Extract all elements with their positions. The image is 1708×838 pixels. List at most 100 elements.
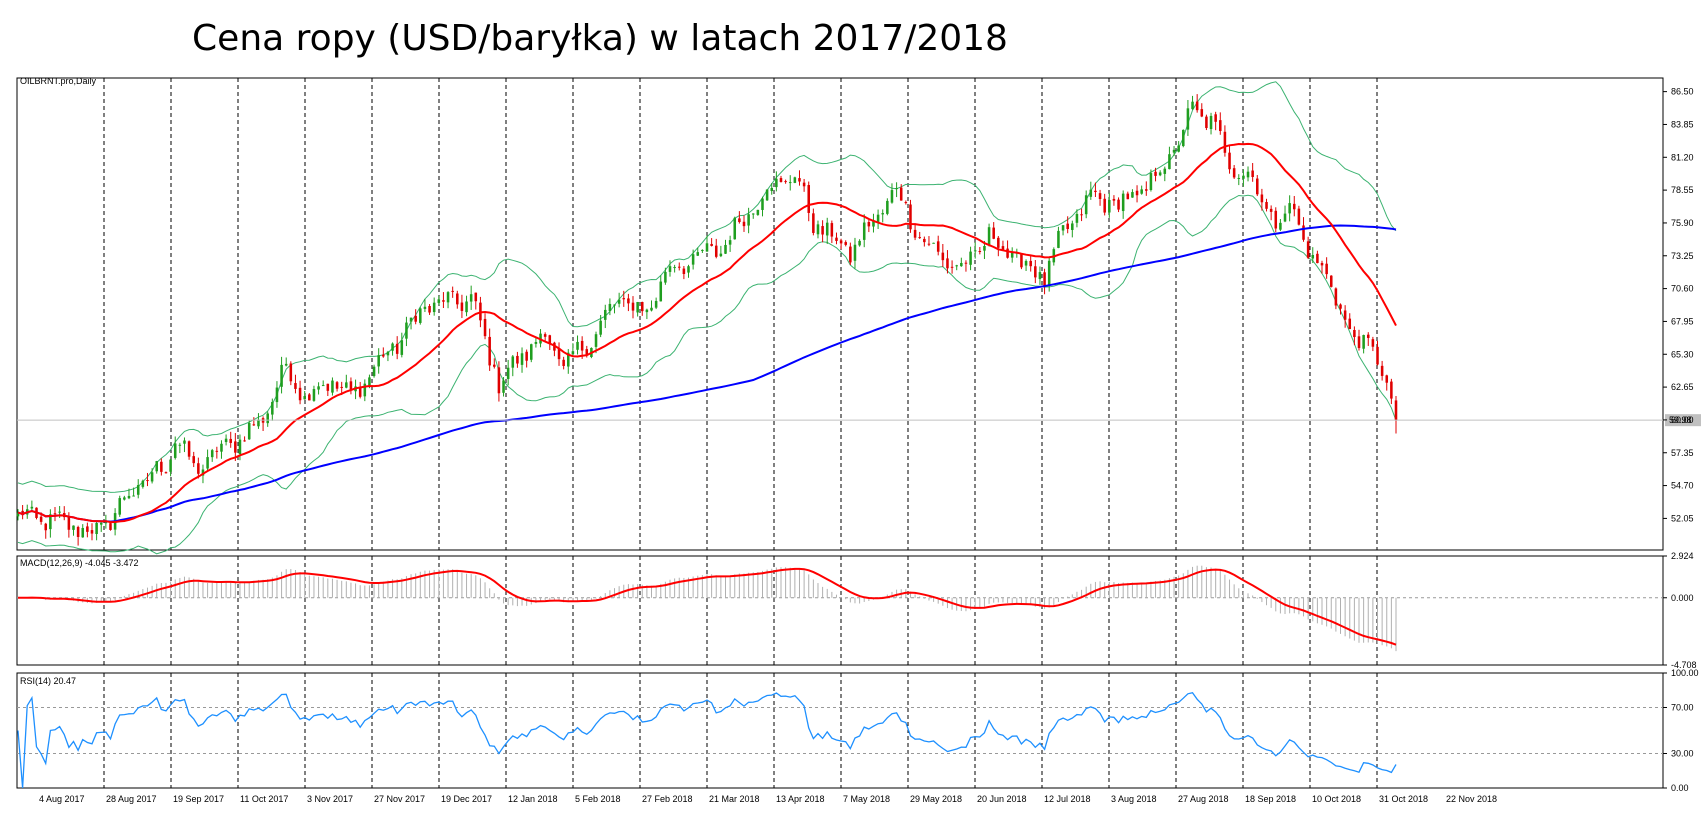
candle-body xyxy=(714,245,718,257)
candle-body xyxy=(49,514,52,530)
candle-body xyxy=(284,363,288,366)
candle-body xyxy=(210,450,214,458)
candle-body xyxy=(886,200,889,214)
moving-averages: 59.98 xyxy=(17,142,1701,524)
candle-body xyxy=(1251,170,1254,177)
candle-body xyxy=(844,242,847,245)
candle-body xyxy=(1246,171,1250,178)
candle-body xyxy=(816,224,820,235)
candle-body xyxy=(1034,266,1037,278)
candle-body xyxy=(1117,199,1120,210)
candle-body xyxy=(104,522,108,524)
candle-body xyxy=(150,472,154,482)
macd-signal-line xyxy=(18,567,1397,646)
candle-body xyxy=(321,385,325,387)
candle-body xyxy=(1145,189,1148,191)
candle-body xyxy=(1288,203,1291,214)
candle-body xyxy=(798,178,801,182)
x-tick-label: 11 Oct 2017 xyxy=(240,794,288,804)
candle-body xyxy=(118,498,122,515)
candle-body xyxy=(446,292,450,303)
candle-body xyxy=(382,354,385,357)
candle-body xyxy=(812,213,815,233)
candle-body xyxy=(469,294,473,302)
candle-body xyxy=(1343,310,1347,320)
candle-body xyxy=(1010,252,1014,258)
candle-body xyxy=(488,336,491,366)
candle-body xyxy=(1357,336,1361,349)
candle-body xyxy=(978,251,982,253)
candle-body xyxy=(955,265,958,267)
candle-body xyxy=(395,343,399,354)
y-tick-label: 0.000 xyxy=(1671,593,1694,603)
candle-body xyxy=(932,242,935,244)
candle-body xyxy=(160,461,163,472)
candle-body xyxy=(1209,115,1213,130)
candle-body xyxy=(1205,116,1208,129)
candle-body xyxy=(608,303,612,311)
candle-body xyxy=(1071,223,1074,230)
candle-body xyxy=(1075,213,1079,223)
candle-body xyxy=(1080,214,1083,216)
y-tick-label: 62.65 xyxy=(1671,382,1694,392)
candle-body xyxy=(1362,335,1365,349)
candle-body xyxy=(548,335,552,344)
candle-body xyxy=(271,401,274,415)
candle-body xyxy=(419,308,422,323)
candle-body xyxy=(923,238,926,243)
y-tick-label: 100.00 xyxy=(1671,668,1699,678)
candle-body xyxy=(238,439,242,455)
candle-body xyxy=(234,441,237,453)
candle-body xyxy=(1103,198,1106,213)
candle-body xyxy=(456,293,459,305)
candle-body xyxy=(1260,194,1264,203)
candle-body xyxy=(358,387,362,397)
candle-body xyxy=(983,245,986,251)
candle-body xyxy=(1242,175,1245,179)
candle-body xyxy=(516,355,519,364)
candle-body xyxy=(1149,173,1153,190)
candle-body xyxy=(312,389,316,401)
candle-body xyxy=(1108,200,1111,213)
candle-body xyxy=(830,223,834,237)
panel-frames xyxy=(16,77,1664,789)
candle-body xyxy=(682,268,686,275)
candle-body xyxy=(1121,193,1125,212)
x-tick-label: 12 Jul 2018 xyxy=(1044,794,1091,804)
candle-body xyxy=(141,480,145,487)
candle-body xyxy=(1029,260,1032,267)
y-tick-label: 52.05 xyxy=(1671,513,1694,523)
candle-body xyxy=(895,188,898,190)
candle-body xyxy=(1191,101,1194,110)
rsi-panel-content xyxy=(17,691,1397,789)
candle-body xyxy=(687,266,690,273)
candle-body xyxy=(400,340,404,355)
x-tick-label: 27 Nov 2017 xyxy=(374,794,425,804)
candle-body xyxy=(1306,241,1310,258)
candle-body xyxy=(617,299,621,304)
y-tick-label: 54.70 xyxy=(1671,481,1694,491)
candle-body xyxy=(511,356,515,368)
x-tick-label: 29 May 2018 xyxy=(910,794,962,804)
candle-body xyxy=(543,334,547,337)
y-tick-label: 60.00 xyxy=(1671,415,1694,425)
y-tick-label: 2.924 xyxy=(1671,551,1694,561)
candle-body xyxy=(437,299,441,303)
candle-body xyxy=(913,229,917,238)
x-tick-label: 28 Aug 2017 xyxy=(106,794,157,804)
candle-body xyxy=(90,530,94,534)
x-tick-label: 18 Sep 2018 xyxy=(1245,794,1296,804)
candle-body xyxy=(289,363,293,382)
macd-panel-content xyxy=(18,565,1397,652)
candle-body xyxy=(997,237,1000,248)
candle-body xyxy=(580,340,584,351)
candle-body xyxy=(169,459,172,472)
candle-body xyxy=(109,523,112,530)
y-tick-label: 67.95 xyxy=(1671,316,1694,326)
candle-body xyxy=(72,525,75,530)
candle-body xyxy=(1195,101,1199,111)
candle-body xyxy=(751,213,755,215)
candle-body xyxy=(1283,213,1287,222)
candle-body xyxy=(39,516,43,522)
candle-body xyxy=(881,213,884,215)
